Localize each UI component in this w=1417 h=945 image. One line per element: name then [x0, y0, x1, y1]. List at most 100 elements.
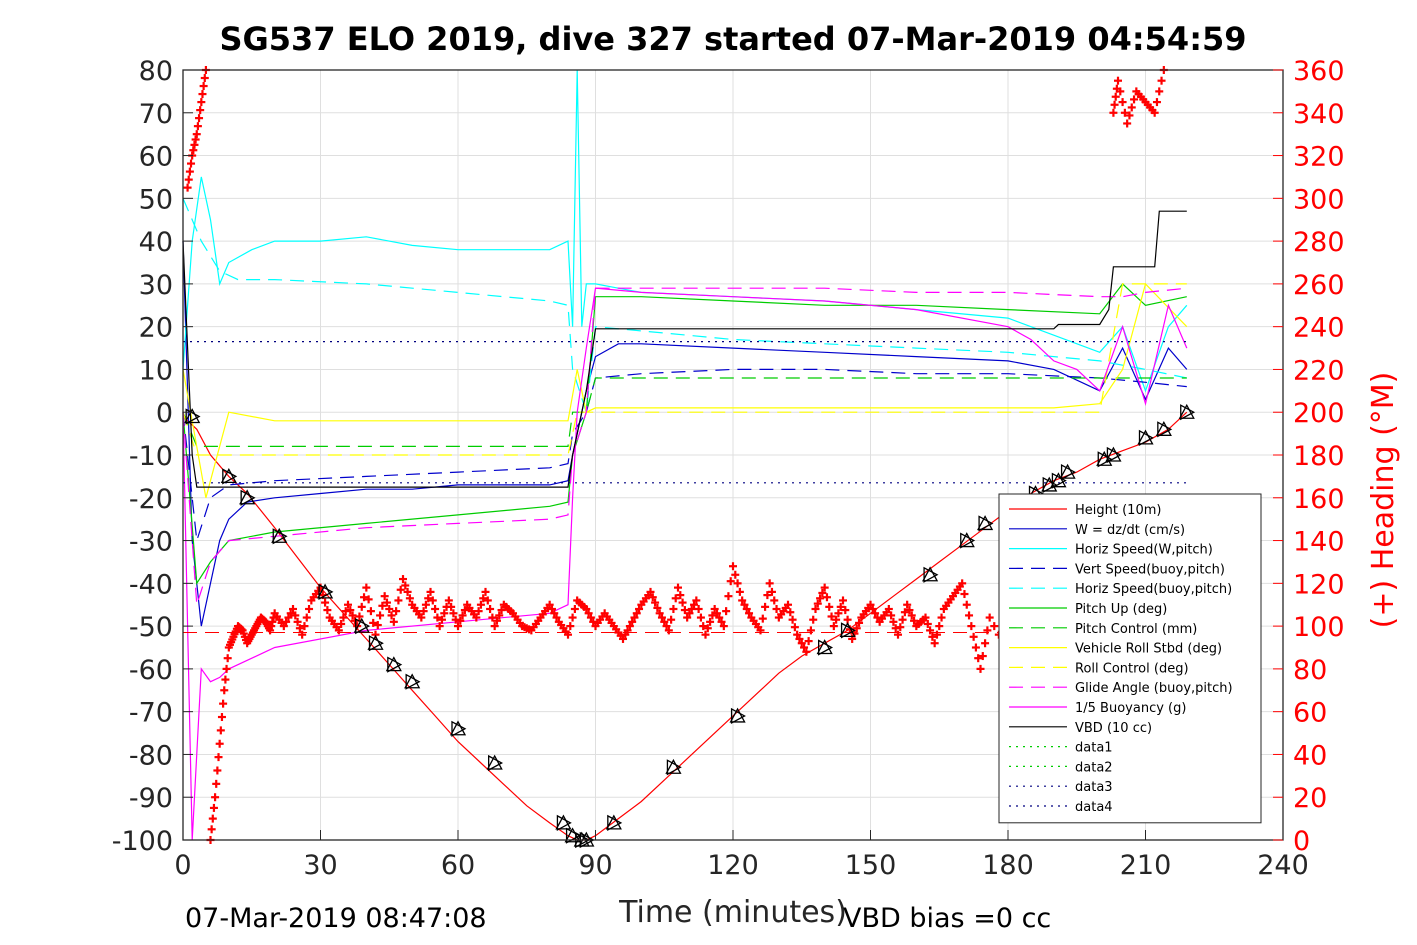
heading-point [380, 592, 389, 601]
y-tick-label: -70 [129, 698, 173, 729]
heading-point [965, 611, 974, 620]
heading-point [214, 753, 223, 762]
heading-point [932, 630, 941, 639]
heading-point [852, 624, 861, 633]
legend-label: data2 [1075, 760, 1113, 775]
legend-entry: W = dz/dt (cm/s) [1009, 523, 1185, 538]
legend-entry: 1/5 Buoyancy (g) [1009, 701, 1186, 716]
heading-point [708, 611, 717, 620]
heading-point [479, 594, 488, 603]
heading-point [784, 600, 792, 609]
heading-point [621, 630, 630, 639]
y-tick-label: 70 [139, 99, 173, 130]
heading-point [385, 605, 394, 613]
heading-point [417, 613, 426, 622]
heading-point [669, 605, 678, 613]
x-tick-label: 240 [1257, 850, 1309, 881]
y-tick-label: 50 [139, 184, 173, 215]
heading-point [820, 583, 829, 592]
heading-point [392, 607, 401, 616]
heading-point [816, 594, 825, 603]
heading-point [903, 600, 912, 609]
heading-point [355, 612, 364, 621]
x-tick-label: 90 [578, 850, 612, 881]
legend-label: VBD (10 cc) [1075, 721, 1152, 736]
heading-point [694, 605, 703, 613]
heading-point [1157, 76, 1166, 85]
triangle-marker [404, 673, 421, 690]
heading-point [770, 596, 779, 605]
heading-point [444, 596, 453, 605]
heading-point [454, 622, 462, 631]
heading-point [220, 686, 229, 695]
heading-point [192, 130, 201, 139]
heading-point [401, 581, 410, 590]
heading-point [1123, 119, 1132, 128]
series-group [182, 69, 1188, 841]
heading-point [701, 630, 710, 639]
footer-timestamp: 07-Mar-2019 08:47:08 [185, 903, 487, 934]
heading-point [428, 596, 437, 605]
legend-label: Height (10m) [1075, 503, 1161, 518]
heading-point [215, 739, 224, 748]
heading-point [376, 611, 385, 620]
heading-point [729, 562, 737, 571]
heading-point [337, 619, 346, 628]
heading-point [267, 622, 276, 631]
heading-point [440, 609, 449, 618]
legend-label: data3 [1075, 780, 1113, 795]
legend: Height (10m) W = dz/dt (cm/s) Horiz Speed(… [998, 493, 1262, 824]
heading-point [635, 605, 644, 613]
y2-tick-label: 100 [1293, 612, 1345, 643]
y-tick-label: 0 [156, 398, 173, 429]
heading-point [958, 579, 967, 588]
heading-point [184, 175, 193, 184]
heading-point [291, 611, 300, 620]
heading-point [419, 607, 428, 616]
heading-point [1155, 87, 1164, 96]
right-axis-ticks: 3603403203002802602402202001801601401201… [1273, 56, 1345, 857]
heading-point [756, 626, 765, 635]
heading-point [653, 603, 662, 612]
y-tick-label: 80 [139, 56, 173, 87]
heading-point [866, 600, 875, 609]
heading-point [678, 598, 687, 607]
heading-point [738, 596, 747, 605]
heading-point [983, 626, 992, 635]
y-tick-label: -20 [129, 484, 173, 515]
legend-label: Vehicle Roll Stbd (deg) [1075, 642, 1222, 657]
heading-point [712, 609, 721, 618]
triangle-marker [605, 814, 623, 831]
triangle-marker [1050, 472, 1067, 489]
x-tick-label: 60 [441, 850, 475, 881]
heading-point [671, 594, 680, 603]
footer-vbd-bias: VBD bias =0 cc [843, 903, 1051, 934]
triangle-marker [1105, 446, 1122, 464]
heading-point [907, 611, 916, 620]
heading-point [1150, 108, 1159, 117]
heading-point [797, 639, 806, 648]
heading-point [884, 605, 893, 613]
heading-point [223, 654, 232, 663]
triangle-marker [665, 758, 682, 776]
triangle-marker [184, 408, 201, 425]
heading-point [648, 593, 657, 602]
heading-point [855, 618, 864, 627]
y2-tick-label: 300 [1293, 184, 1345, 215]
heading-point [1127, 103, 1136, 112]
heading-point [196, 106, 205, 115]
heading-point [424, 594, 433, 603]
heading-point [921, 613, 930, 622]
triangle-marker [1178, 403, 1196, 421]
right-axis-label: (+) Heading (°M) [1366, 372, 1401, 629]
heading-point [692, 596, 701, 605]
heading-point [894, 630, 902, 639]
legend-entry: Horiz Speed(buoy,pitch) [1009, 582, 1232, 597]
y2-tick-label: 340 [1293, 99, 1345, 130]
heading-point [187, 159, 196, 168]
heading-point [403, 587, 412, 596]
heading-point [806, 626, 815, 635]
heading-point [802, 647, 811, 656]
legend-label: W = dz/dt (cm/s) [1075, 523, 1185, 538]
heading-point [818, 588, 827, 597]
